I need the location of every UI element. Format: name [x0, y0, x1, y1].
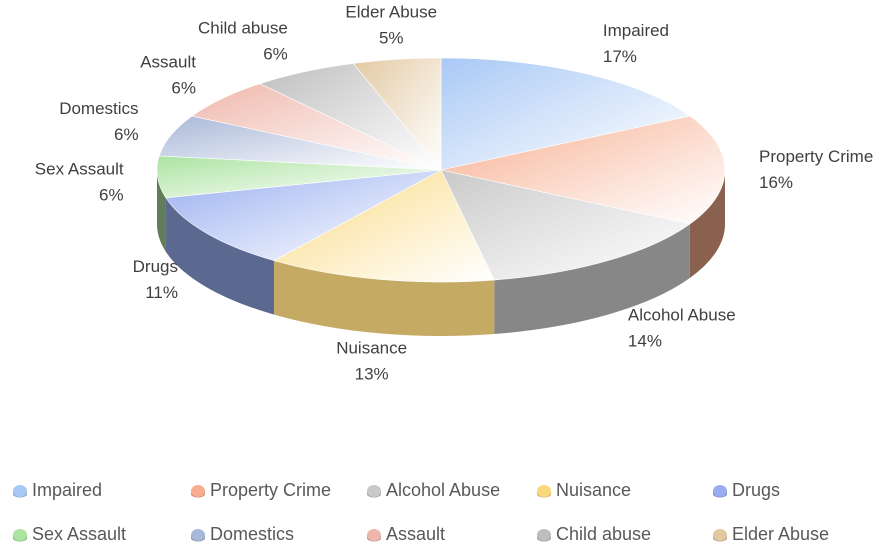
pie-side-nuisance: [274, 260, 495, 336]
pie-slice-alcohol-abuse: [440, 169, 691, 281]
data-label-child-abuse-value: 6%: [263, 45, 288, 64]
legend-item-child-abuse: Child abuse: [536, 524, 651, 545]
data-label-domestics-name: Domestics: [59, 99, 138, 118]
data-label-elder-abuse-name: Elder Abuse: [345, 3, 437, 22]
data-label-drugs-name: Drugs: [133, 257, 178, 276]
legend-swatch-icon: [713, 485, 727, 498]
legend-swatch-icon: [191, 485, 205, 498]
data-label-sex-assault-value: 6%: [99, 185, 124, 204]
legend-item-drugs: Drugs: [712, 480, 780, 501]
data-label-property-crime-value: 16%: [759, 173, 793, 192]
legend-label: Nuisance: [556, 480, 632, 500]
legend-swatch-icon: [367, 485, 381, 498]
legend-label: Domestics: [210, 524, 295, 544]
data-label-sex-assault-name: Sex Assault: [35, 159, 124, 178]
legend-swatch-icon: [537, 485, 551, 498]
legend-swatch-icon: [367, 529, 381, 542]
legend-item-assault: Assault: [366, 524, 445, 545]
legend-item-domestics: Domestics: [190, 524, 294, 545]
data-label-nuisance-name: Nuisance: [336, 338, 407, 357]
legend-item-elder-abuse: Elder Abuse: [712, 524, 829, 545]
data-label-drugs-value: 11%: [145, 283, 178, 302]
pie-side-drugs: [165, 197, 275, 315]
legend-swatch-icon: [13, 529, 27, 542]
pie-side-alcohol-abuse: [494, 223, 690, 335]
data-label-alcohol-abuse-name: Alcohol Abuse: [628, 306, 736, 325]
data-label-child-abuse-name: Child abuse: [198, 19, 288, 38]
pie-slice-nuisance: [273, 169, 495, 283]
legend-label: Drugs: [732, 480, 781, 500]
legend-label: Property Crime: [210, 480, 332, 500]
legend-item-sex-assault: Sex Assault: [12, 524, 126, 545]
pie-side-sex-assault: [157, 170, 166, 252]
legend-swatch-icon: [713, 529, 727, 542]
legend-item-alcohol-abuse: Alcohol Abuse: [366, 480, 500, 501]
data-label-domestics-value: 6%: [114, 125, 139, 144]
pie-side-property-crime: [689, 170, 725, 278]
legend-swatch-icon: [13, 485, 27, 498]
data-label-alcohol-abuse-value: 14%: [628, 332, 662, 351]
pie-slice-drugs: [165, 169, 442, 261]
legend-item-nuisance: Nuisance: [536, 480, 631, 501]
legend-label: Alcohol Abuse: [386, 480, 501, 500]
legend-swatch-icon: [537, 529, 551, 542]
legend-label: Impaired: [32, 480, 103, 500]
legend-label: Child abuse: [556, 524, 652, 544]
legend-label: Elder Abuse: [732, 524, 830, 544]
data-label-elder-abuse-value: 5%: [379, 29, 404, 48]
data-label-assault-value: 6%: [171, 78, 196, 97]
pie-chart: Impaired 17% Property Crime 16% Alcohol Abus…: [35, 3, 874, 384]
pie-slice-elder-abuse: [352, 57, 442, 171]
data-label-nuisance-value: 13%: [355, 364, 389, 383]
data-label-impaired-value: 17%: [603, 47, 637, 66]
legend-swatch-icon: [191, 529, 205, 542]
legend-label: Sex Assault: [32, 524, 127, 544]
legend: Impaired Property Crime Alcohol Abuse Nuisa…: [0, 478, 888, 552]
data-label-impaired-name: Impaired: [603, 21, 669, 40]
data-label-assault-name: Assault: [140, 52, 196, 71]
pie-slice-impaired: [440, 57, 691, 171]
legend-label: Assault: [386, 524, 446, 544]
legend-item-impaired: Impaired: [12, 480, 102, 501]
data-label-property-crime-name: Property Crime: [759, 147, 873, 166]
pie-slice-property-crime: [440, 115, 726, 225]
legend-item-property-crime: Property Crime: [190, 480, 331, 501]
